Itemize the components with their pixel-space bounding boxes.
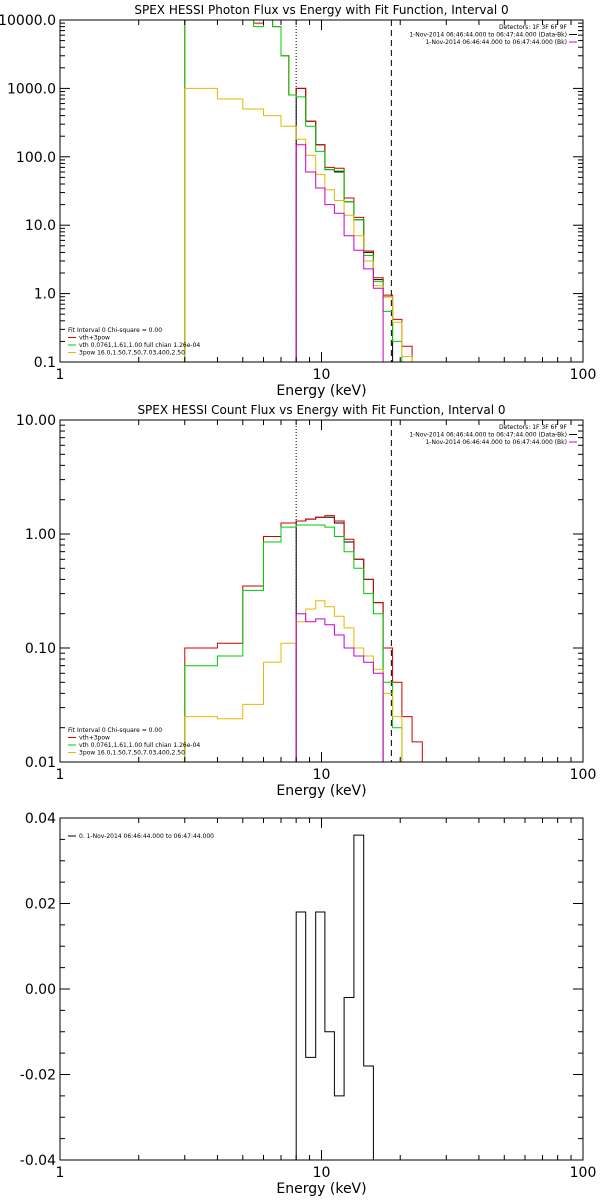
legend-entry: 1-Nov-2014 06:46:44.000 to 06:47:44.000 …	[409, 432, 567, 439]
x-tick-label: 1	[56, 1165, 65, 1181]
x-tick-label: 1	[56, 367, 65, 383]
y-tick-label: 0.10	[25, 641, 56, 657]
y-tick-label: 10.00	[16, 413, 56, 429]
legend-entry: vth 0.0761,1.61,1.00 full chian 1.26e-04	[79, 342, 200, 349]
legend-entry: vth+3pow	[79, 735, 110, 742]
legend-entry: 1-Nov-2014 06:46:44.000 to 06:47:44.000 …	[409, 32, 567, 39]
x-axis-label: Energy (keV)	[276, 383, 366, 399]
x-tick-label: 10	[313, 767, 331, 783]
legend-entry: Detectors: 1F 3F 6F 9F	[499, 424, 568, 431]
plot-frame	[59, 817, 584, 1161]
legend-entry: Fit Interval 0 Chi-square = 0.00	[68, 727, 162, 734]
y-tick-label: 0.04	[25, 811, 56, 827]
chart-title: SPEX HESSI Count Flux vs Energy with Fit…	[137, 403, 505, 417]
legend-top-left: 0. 1-Nov-2014 06:46:44.000 to 06:47:44.0…	[68, 833, 214, 840]
y-tick-label: 10000.0	[0, 13, 56, 29]
series-line-3	[184, 524, 413, 762]
x-tick-label: 1	[56, 767, 65, 783]
legend-entry: 1-Nov-2014 06:46:44.000 to 06:47:44.000 …	[425, 39, 567, 46]
y-tick-label: 0.02	[25, 897, 56, 913]
legend-entry: 1-Nov-2014 06:46:44.000 to 06:47:44.000 …	[425, 439, 567, 446]
y-tick-label: -0.02	[20, 1068, 56, 1084]
y-tick-label: -0.04	[20, 1153, 56, 1169]
legend-bottom-left: Fit Interval 0 Chi-square = 0.00vth+3pow…	[68, 727, 200, 757]
x-axis-label: Energy (keV)	[276, 1181, 366, 1197]
x-tick-label: 100	[570, 1165, 597, 1181]
y-tick-label: 0.1	[34, 355, 56, 371]
y-tick-label: 0.00	[25, 982, 56, 998]
series-line-4	[184, 600, 403, 762]
y-tick-label: 100.0	[16, 150, 56, 166]
legend-entry: vth 0.0761,1.61,1.00 full chian 1.26e-04	[79, 742, 200, 749]
series-line-4	[184, 87, 413, 362]
series-line-2	[184, 515, 423, 762]
chart-panel-1: SPEX HESSI Photon Flux vs Energy with Fi…	[0, 3, 596, 399]
y-tick-label: 1.00	[25, 527, 56, 543]
legend-entry: 0. 1-Nov-2014 06:46:44.000 to 06:47:44.0…	[79, 833, 214, 840]
series-line-2	[184, 20, 423, 362]
legend-entry: Fit Interval 0 Chi-square = 0.00	[68, 327, 162, 334]
series-line-3	[184, 20, 403, 362]
legend-top-right: Detectors: 1F 3F 6F 9F1-Nov-2014 06:46:4…	[409, 24, 577, 46]
x-tick-label: 100	[570, 767, 597, 783]
series-line-1	[295, 516, 384, 762]
legend-entry: 3pow 16.0,1.50,7.50,7.03,400,2.50	[79, 750, 185, 757]
series-line-5	[295, 144, 384, 362]
x-tick-label: 10	[313, 1165, 331, 1181]
legend-entry: 3pow 16.0,1.50,7.50,7.03,400,2.50	[79, 350, 185, 357]
series-line-5	[295, 613, 384, 762]
y-tick-label: 0.01	[25, 755, 56, 771]
y-tick-label: 1000.0	[7, 81, 56, 97]
chart-panel-2: SPEX HESSI Count Flux vs Energy with Fit…	[16, 403, 596, 799]
plot-frame	[59, 419, 584, 763]
chart-panel-3: 1 10 100 0.04 0.02 0.00 -0.02 -0.04 Energy (keV)…	[20, 811, 597, 1197]
plot-frame	[59, 19, 584, 363]
legend-bottom-left: Fit Interval 0 Chi-square = 0.00vth+3pow…	[68, 327, 200, 357]
x-axis-label: Energy (keV)	[276, 783, 366, 799]
chart-title: SPEX HESSI Photon Flux vs Energy with Fi…	[134, 3, 508, 17]
legend-entry: Detectors: 1F 3F 6F 9F	[499, 24, 568, 31]
legend-top-right: Detectors: 1F 3F 6F 9F1-Nov-2014 06:46:4…	[409, 424, 577, 446]
y-tick-label: 10.0	[25, 218, 56, 234]
series-line-1	[295, 834, 393, 1160]
legend-entry: vth+3pow	[79, 335, 110, 342]
x-tick-label: 10	[313, 367, 331, 383]
x-tick-label: 100	[570, 367, 597, 383]
y-tick-label: 1.0	[34, 287, 56, 303]
